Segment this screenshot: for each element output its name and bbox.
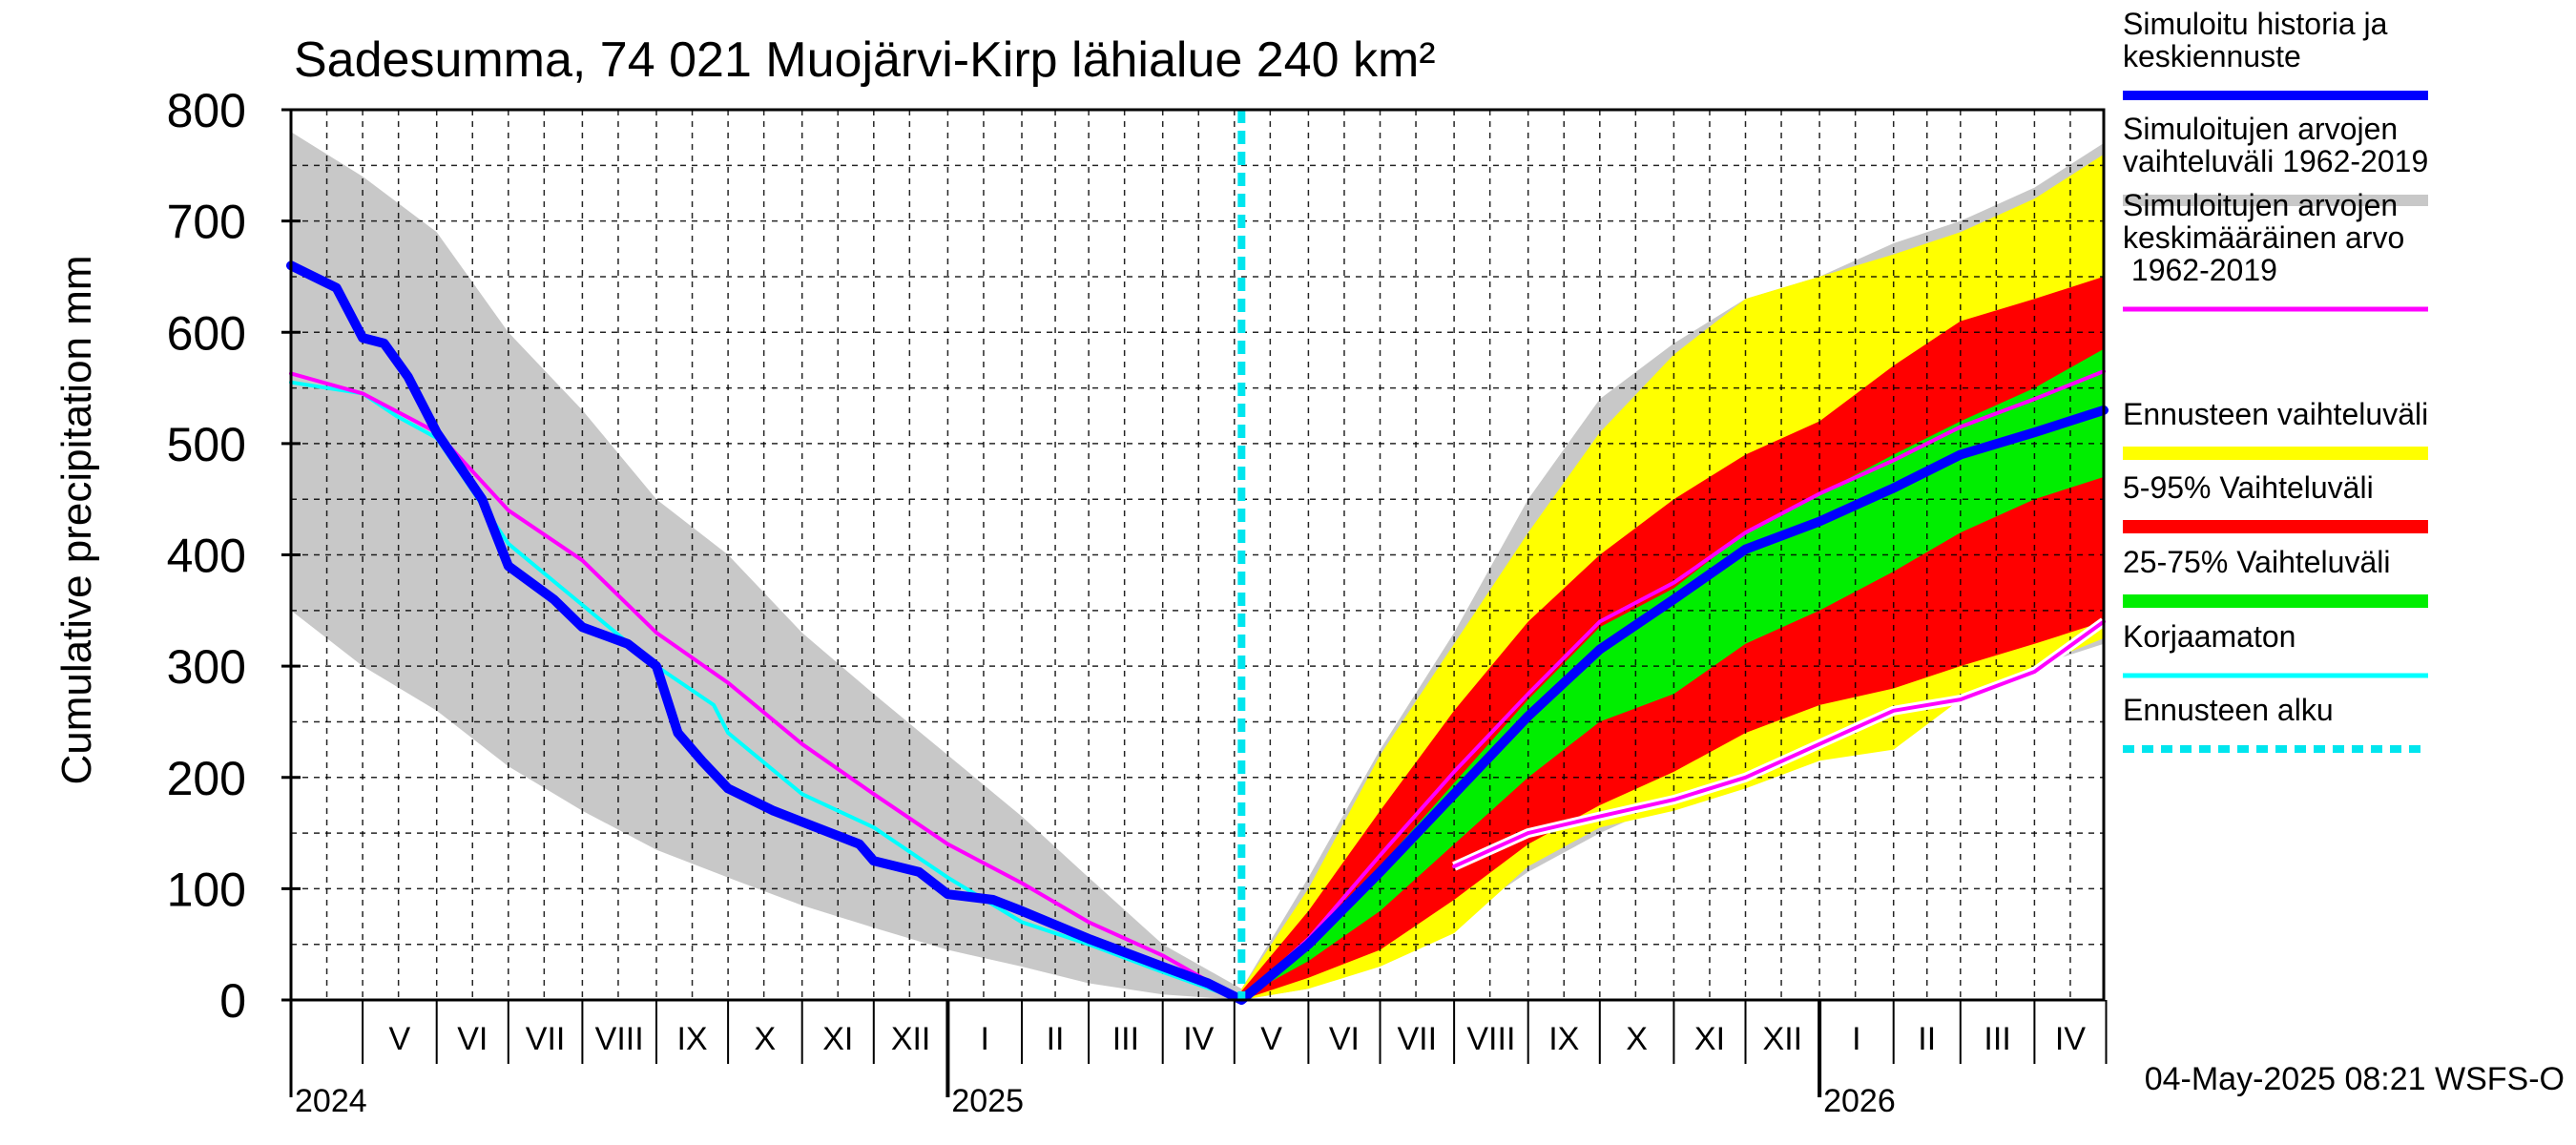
line-korjaamaton (289, 380, 1244, 1002)
x-month-label: II (1047, 1021, 1065, 1057)
x-month-label: IX (676, 1021, 707, 1057)
line-series (1452, 619, 2106, 868)
legend-item-simuloitujen-arvojen-vaihteluv-li-1962-2019: Simuloitujen arvojen vaihteluväli 1962-20… (2123, 112, 2428, 206)
x-month-label: II (1918, 1021, 1936, 1057)
x-month-label: V (1260, 1021, 1282, 1057)
x-year-label: 2026 (1823, 1083, 1896, 1119)
y-tick-label: 300 (167, 640, 246, 694)
legend-label: Simuloitu historia ja keskiennuste (2123, 7, 2388, 73)
y-tick-label: 100 (167, 863, 246, 916)
x-year-label: 2024 (295, 1083, 367, 1119)
x-month-label: VIII (1466, 1021, 1515, 1057)
y-tick-label: 200 (167, 752, 246, 805)
x-month-label: XI (822, 1021, 853, 1057)
y-tick-label: 800 (167, 84, 246, 137)
x-month-label: XI (1694, 1021, 1725, 1057)
legend-label: Ennusteen alku (2123, 693, 2334, 727)
y-tick-label: 600 (167, 306, 246, 360)
legend-label-line: 1962-2019 (2123, 253, 2277, 287)
legend-label-line: keskiennuste (2123, 39, 2301, 73)
legend-item-ennusteen-alku: Ennusteen alku (2123, 693, 2428, 753)
x-month-label: VIII (595, 1021, 644, 1057)
legend-label-line: Ennusteen vaihteluväli (2123, 397, 2428, 431)
legend-label: 5-95% Vaihteluväli (2123, 470, 2374, 505)
legend-label-line: Korjaamaton (2123, 619, 2296, 654)
x-month-label: I (980, 1021, 988, 1057)
legend-item-ennusteen-vaihteluv-li: Ennusteen vaihteluväli (2123, 397, 2428, 460)
bands-layer (291, 132, 2104, 1001)
x-month-label: IV (1183, 1021, 1214, 1057)
legend-label-line: Simuloitu historia ja (2123, 7, 2388, 41)
line-simuloitu-historia-ja-keskiennuste (286, 260, 2109, 1005)
x-month-label: XII (891, 1021, 931, 1057)
legend-item-korjaamaton: Korjaamaton (2123, 619, 2428, 678)
legend-label-line: 25-75% Vaihteluväli (2123, 545, 2390, 579)
x-month-label: III (1112, 1021, 1139, 1057)
legend-label: Simuloitujen arvojen vaihteluväli 1962-20… (2123, 112, 2428, 178)
legend-label-line: vaihteluväli 1962-2019 (2123, 144, 2428, 178)
x-year-label: 2025 (951, 1083, 1024, 1119)
y-tick-label: 500 (167, 418, 246, 471)
legend-item-simuloitujen-arvojen-keskim-r-inen-arvo-1962-2019: Simuloitujen arvojen keskimääräinen arvo … (2123, 188, 2428, 312)
legend-label-line: keskimääräinen arvo (2123, 220, 2404, 255)
x-month-label: VII (1398, 1021, 1438, 1057)
x-month-label: VII (526, 1021, 566, 1057)
x-month-label: III (1984, 1021, 2010, 1057)
legend-item-simuloitu-historia-ja-keskiennuste: Simuloitu historia ja keskiennuste (2123, 7, 2428, 100)
x-month-label: X (1626, 1021, 1648, 1057)
x-month-label: I (1852, 1021, 1860, 1057)
y-tick-label: 0 (219, 974, 246, 1028)
timestamp: 04-May-2025 08:21 WSFS-O (2145, 1061, 2565, 1097)
chart-title: Sadesumma, 74 021 Muojärvi-Kirp lähialue… (294, 32, 1436, 88)
legend-item-5-95-vaihteluv-li: 5-95% Vaihteluväli (2123, 470, 2428, 533)
legend-label-line: Simuloitujen arvojen (2123, 112, 2398, 146)
y-tick-label: 400 (167, 530, 246, 583)
x-month-label: XII (1763, 1021, 1803, 1057)
x-month-label: IV (2055, 1021, 2086, 1057)
legend-label-line: Ennusteen alku (2123, 693, 2334, 727)
legend: Simuloitu historia ja keskiennusteSimuloi… (2123, 7, 2428, 753)
legend-label: Ennusteen vaihteluväli (2123, 397, 2428, 431)
lines-layer (286, 110, 2109, 1005)
x-month-label: IX (1548, 1021, 1579, 1057)
x-month-label: VI (1329, 1021, 1360, 1057)
legend-label: 25-75% Vaihteluväli (2123, 545, 2390, 579)
legend-label-line: Simuloitujen arvojen (2123, 188, 2398, 222)
band-25-75-vaihteluv-li (1241, 348, 2104, 998)
legend-label: Simuloitujen arvojen keskimääräinen arvo … (2123, 188, 2404, 287)
y-axis-label: Cumulative precipitation mm (53, 255, 100, 784)
y-tick-label: 700 (167, 196, 246, 249)
x-month-label: VI (457, 1021, 488, 1057)
x-month-label: V (389, 1021, 411, 1057)
x-month-label: X (755, 1021, 777, 1057)
legend-item-25-75-vaihteluv-li: 25-75% Vaihteluväli (2123, 545, 2428, 608)
legend-label-line: 5-95% Vaihteluväli (2123, 470, 2374, 505)
grid-layer (291, 110, 2104, 1000)
legend-label: Korjaamaton (2123, 619, 2296, 654)
